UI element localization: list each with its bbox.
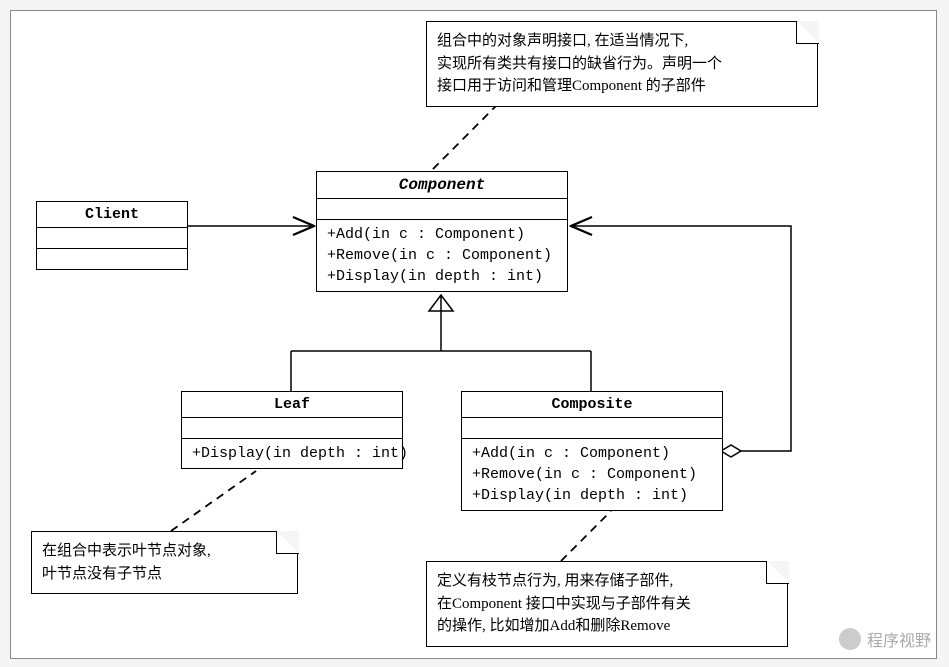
class-client: Client	[36, 201, 188, 270]
class-client-title: Client	[37, 202, 187, 228]
wechat-icon	[839, 628, 861, 650]
watermark-text: 程序视野	[867, 627, 931, 651]
class-leaf-title: Leaf	[182, 392, 402, 418]
watermark: 程序视野	[839, 627, 931, 651]
class-leaf-ops: +Display(in depth : int)	[182, 439, 402, 468]
class-composite-ops: +Add(in c : Component) +Remove(in c : Co…	[462, 439, 722, 510]
class-client-ops	[37, 249, 187, 269]
class-leaf-attrs	[182, 418, 402, 439]
class-component-ops: +Add(in c : Component) +Remove(in c : Co…	[317, 220, 567, 291]
class-component-title: Component	[317, 172, 567, 199]
note-component: 组合中的对象声明接口, 在适当情况下, 实现所有类共有接口的缺省行为。声明一个 …	[426, 21, 818, 107]
class-component: Component +Add(in c : Component) +Remove…	[316, 171, 568, 292]
note-anchor-leaf	[171, 471, 256, 531]
class-composite-attrs	[462, 418, 722, 439]
note-component-text: 组合中的对象声明接口, 在适当情况下, 实现所有类共有接口的缺省行为。声明一个 …	[437, 30, 807, 98]
class-composite-title: Composite	[462, 392, 722, 418]
note-anchor-composite	[561, 511, 611, 561]
class-composite: Composite +Add(in c : Component) +Remove…	[461, 391, 723, 511]
note-anchor-component	[431, 104, 498, 171]
note-leaf-text: 在组合中表示叶节点对象, 叶节点没有子节点	[42, 540, 287, 585]
class-client-attrs	[37, 228, 187, 249]
class-leaf: Leaf +Display(in depth : int)	[181, 391, 403, 469]
note-fold-icon	[276, 531, 299, 554]
note-composite: 定义有枝节点行为, 用来存储子部件, 在Component 接口中实现与子部件有…	[426, 561, 788, 647]
note-leaf: 在组合中表示叶节点对象, 叶节点没有子节点	[31, 531, 298, 594]
inherit-triangle	[429, 295, 453, 311]
note-fold-icon	[766, 561, 789, 584]
diagram-canvas: Client Component +Add(in c : Component) …	[10, 10, 937, 659]
aggregation-diamond	[721, 445, 741, 457]
class-component-attrs	[317, 199, 567, 220]
note-composite-text: 定义有枝节点行为, 用来存储子部件, 在Component 接口中实现与子部件有…	[437, 570, 777, 638]
note-fold-icon	[796, 21, 819, 44]
